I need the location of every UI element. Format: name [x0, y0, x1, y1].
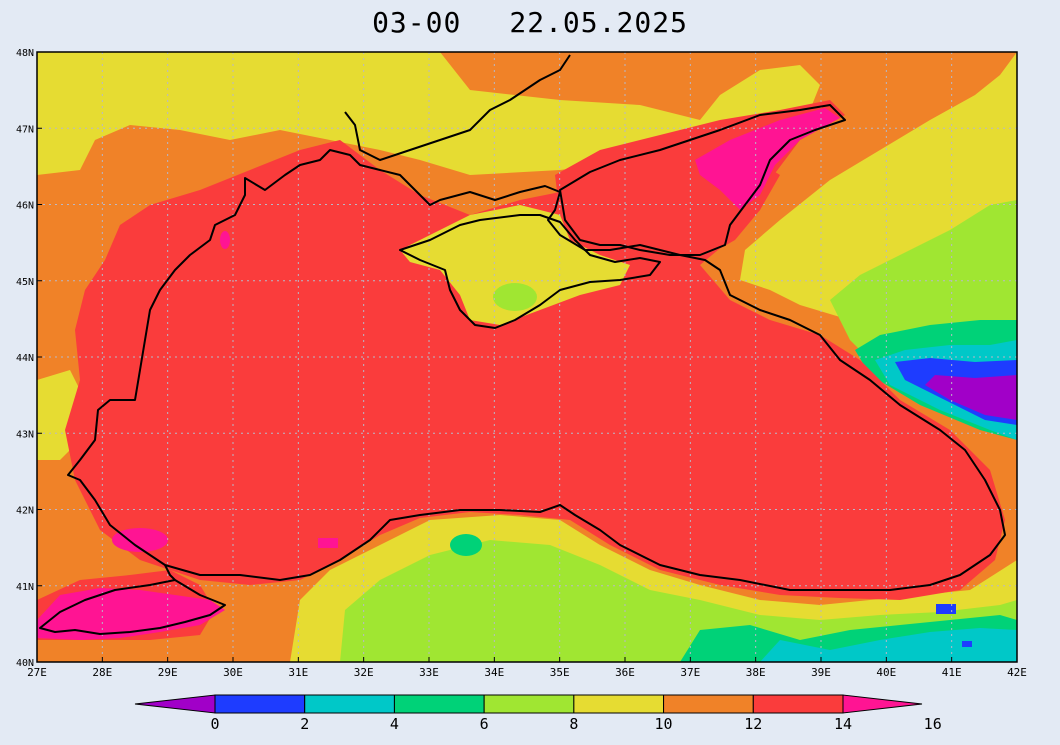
lat-label: 45N: [16, 277, 34, 288]
longitude-labels: 27E 28E 29E 30E 31E 32E 33E 34E 35E 36E 37E 38E 39E 4…: [27, 657, 1027, 679]
colorbar: 0 2 4 6 8 10 12 14 16: [134, 694, 942, 733]
colorbar-label: 2: [300, 715, 309, 733]
field-0-2-east: [925, 375, 1017, 420]
lon-label: 33E: [419, 666, 439, 679]
lon-label: 42E: [1007, 666, 1027, 679]
lon-label: 29E: [158, 666, 178, 679]
colorbar-label: 10: [655, 715, 673, 733]
lat-label: 40N: [16, 658, 34, 669]
colorbar-arrow-low: [134, 694, 216, 714]
coastline-marmara: [39, 579, 226, 635]
lon-label: 27E: [27, 666, 47, 679]
colorbar-bin: [483, 694, 575, 714]
colorbar-label: 6: [480, 715, 489, 733]
colorbar-label: 12: [744, 715, 762, 733]
lon-label: 31E: [288, 666, 308, 679]
title-date: 22.05.2025: [509, 6, 688, 39]
colorbar-label: 8: [569, 715, 578, 733]
coastline: [39, 54, 1006, 635]
lon-label: 35E: [550, 666, 570, 679]
latitude-labels: 48N 47N 46N 45N 44N 43N 42N 41N 40N: [16, 48, 42, 669]
lon-label: 38E: [746, 666, 766, 679]
lon-label: 36E: [615, 666, 635, 679]
colorbar-bin: [393, 694, 485, 714]
lon-label: 40E: [876, 666, 896, 679]
lat-label: 41N: [16, 582, 34, 593]
field-8-10-crimea: [493, 283, 537, 311]
lon-label: 41E: [942, 666, 962, 679]
coastline-bosporus: [164, 564, 176, 581]
colorbar-bin: [214, 694, 306, 714]
colorbar-label: 4: [390, 715, 399, 733]
lat-label: 48N: [16, 48, 34, 59]
coastline-azov: [559, 104, 846, 256]
lon-label: 32E: [354, 666, 374, 679]
coastline-crimea: [399, 214, 661, 329]
field-16plus-spot-2: [220, 231, 230, 249]
field-6-8-spot: [450, 534, 482, 556]
lat-label: 42N: [16, 506, 34, 517]
colorbar-bin: [573, 694, 665, 714]
coastline-north: [344, 54, 571, 161]
lon-label: 30E: [223, 666, 243, 679]
lon-label: 28E: [92, 666, 112, 679]
lon-label: 34E: [484, 666, 504, 679]
colorbar-bin: [304, 694, 395, 714]
colorbar-bin: [752, 694, 844, 714]
lat-label: 46N: [16, 201, 34, 212]
field-16plus-turkey-coast: [112, 528, 168, 552]
graticule: [37, 52, 1017, 662]
map-title: 03-00 22.05.2025: [0, 6, 1060, 39]
colorbar-label: 14: [834, 715, 852, 733]
lat-label: 44N: [16, 353, 34, 364]
colorbar-arrow-high: [842, 694, 923, 714]
colorbar-bin: [663, 694, 754, 714]
lon-label: 39E: [811, 666, 831, 679]
field-16plus-spot: [318, 538, 338, 548]
field-14-16-basin: [65, 140, 1005, 600]
field-4-6-south: [760, 628, 1017, 662]
colorbar-label: 16: [924, 715, 942, 733]
title-time: 03-00: [372, 6, 462, 39]
field-10-12-crimea: [400, 205, 630, 325]
lon-label: 37E: [680, 666, 700, 679]
colorbar-label: 0: [210, 715, 219, 733]
field-2-4-spot-2: [962, 641, 972, 647]
lat-label: 43N: [16, 429, 34, 440]
field-2-4-spot: [936, 604, 956, 614]
coastline-black-sea: [67, 149, 1006, 591]
lat-label: 47N: [16, 124, 34, 135]
